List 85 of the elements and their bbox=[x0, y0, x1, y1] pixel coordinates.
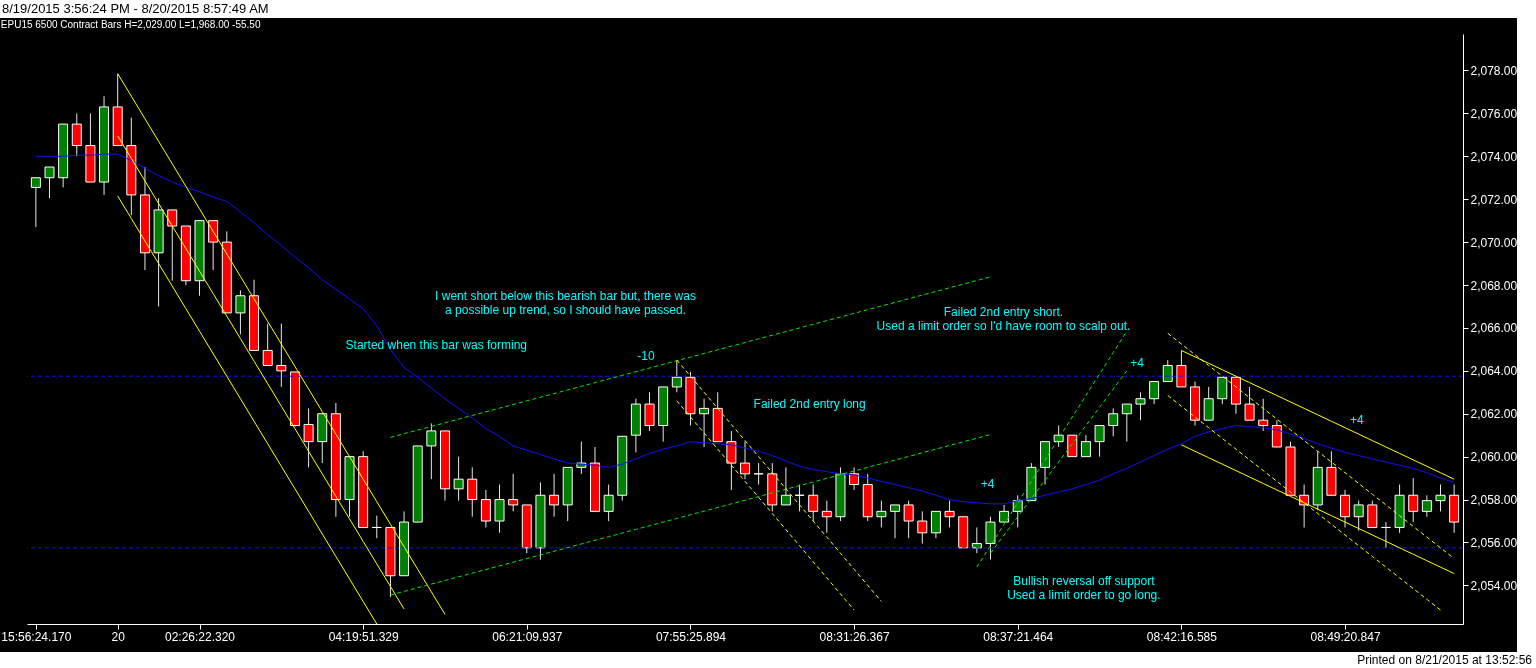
candlestick bbox=[821, 500, 832, 534]
x-tick-label: 08:31:26.367 bbox=[819, 629, 890, 644]
candlestick bbox=[44, 166, 55, 199]
candlestick bbox=[276, 323, 287, 388]
candlestick bbox=[494, 484, 505, 534]
annotation: Failed 2nd entry short. Used a limit order so I'd have room to scalp out. bbox=[876, 305, 1131, 334]
annotation: +4 bbox=[980, 477, 995, 492]
candlestick bbox=[1408, 477, 1419, 523]
annotation: Bullish reversal off support Used a limit order to go long. bbox=[1007, 573, 1161, 602]
candlestick bbox=[1203, 386, 1214, 421]
candlestick bbox=[453, 456, 464, 502]
x-tick-label: 06:21:09.937 bbox=[492, 629, 563, 644]
candlestick bbox=[603, 484, 614, 522]
annotation: -10 bbox=[637, 349, 655, 364]
y-tick-label: 2,066.00 bbox=[1470, 321, 1518, 336]
y-tick-label: 2,076.00 bbox=[1470, 106, 1518, 121]
x-tick-label: 08:49:20.847 bbox=[1310, 629, 1381, 644]
y-tick-label: 2,074.00 bbox=[1470, 149, 1518, 164]
candlestick bbox=[1421, 494, 1432, 518]
candlestick bbox=[726, 430, 737, 491]
x-tick-label: 15:56:24.170 bbox=[1, 629, 72, 644]
candlestick bbox=[426, 422, 437, 480]
candlestick bbox=[985, 516, 996, 561]
x-tick-label: 07:55:25.894 bbox=[655, 629, 727, 644]
annotation: +4 bbox=[1130, 356, 1145, 371]
annotation: Started when this bar was forming bbox=[345, 337, 527, 352]
annotation: Failed 2nd entry long bbox=[753, 396, 866, 411]
candlestick bbox=[1340, 489, 1351, 528]
candlestick bbox=[1149, 381, 1160, 405]
candlestick bbox=[1435, 484, 1446, 512]
x-tick-label: 08:37:21.464 bbox=[983, 629, 1054, 644]
y-tick-label: 2,054.00 bbox=[1470, 578, 1518, 593]
y-tick-label: 2,060.00 bbox=[1470, 450, 1518, 465]
candlestick bbox=[808, 484, 819, 522]
candlestick bbox=[1121, 403, 1132, 443]
candlestick bbox=[262, 323, 273, 366]
y-tick-label: 2,064.00 bbox=[1470, 364, 1518, 379]
candlestick bbox=[1080, 434, 1091, 458]
y-tick-label: 2,070.00 bbox=[1470, 235, 1518, 250]
candlestick bbox=[1108, 407, 1119, 437]
annotation: +4 bbox=[1349, 412, 1364, 427]
candlestick bbox=[549, 473, 560, 518]
candlestick bbox=[303, 407, 314, 468]
candlestick bbox=[480, 489, 491, 528]
y-tick-label: 2,058.00 bbox=[1470, 493, 1518, 508]
candlestick bbox=[1094, 425, 1105, 458]
candlestick bbox=[903, 500, 914, 539]
candlestick bbox=[671, 359, 682, 393]
candlestick bbox=[740, 441, 750, 480]
candlestick bbox=[1367, 500, 1378, 528]
y-tick-label: 2,068.00 bbox=[1470, 278, 1518, 293]
candlestick bbox=[1271, 419, 1282, 448]
candlestick bbox=[508, 473, 519, 512]
chart-title: 8/19/2015 3:56:24 PM - 8/20/2015 8:57:49 AM bbox=[1, 0, 270, 18]
y-tick-label: 2,056.00 bbox=[1470, 535, 1518, 550]
candlestick bbox=[1244, 386, 1255, 421]
candlestick bbox=[699, 398, 710, 448]
y-tick-label: 2,072.00 bbox=[1470, 192, 1518, 207]
candlestick bbox=[780, 466, 791, 506]
line-series bbox=[676, 359, 882, 602]
candlestick bbox=[71, 112, 82, 157]
candlestick bbox=[235, 289, 246, 335]
candlestick bbox=[167, 209, 178, 282]
candlestick bbox=[1258, 398, 1269, 432]
candlestick bbox=[876, 500, 887, 528]
candlestick bbox=[1353, 500, 1364, 532]
candlestick bbox=[30, 177, 41, 228]
x-tick-label: 02:26:22.320 bbox=[164, 629, 236, 644]
candlestick bbox=[930, 510, 941, 539]
x-tick-label: 04:19:51.329 bbox=[328, 629, 400, 644]
annotation: I went short below this bearish bar but, there was a possible up trend, so I should have passed. bbox=[435, 288, 696, 317]
candlestick bbox=[1176, 349, 1187, 388]
candlestick bbox=[917, 510, 928, 545]
candlestick bbox=[1135, 391, 1146, 421]
candlestick bbox=[467, 466, 478, 518]
x-tick-label: 20 bbox=[111, 629, 126, 644]
y-tick-label: 2,062.00 bbox=[1470, 407, 1518, 422]
candlestick bbox=[1217, 376, 1228, 405]
candlestick bbox=[890, 504, 901, 539]
text: Printed on 8/21/2015 at 13:52:56 bbox=[1356, 652, 1533, 668]
candlestick bbox=[944, 500, 955, 528]
chart-subtitle: EPU15 6500 Contract Bars H=2,029.00 L=1,968.00 -55.50 bbox=[0, 19, 261, 30]
y-tick-label: 2,078.00 bbox=[1470, 63, 1518, 78]
candlestick bbox=[644, 391, 655, 432]
x-tick-label: 08:42:16.585 bbox=[1146, 629, 1218, 644]
